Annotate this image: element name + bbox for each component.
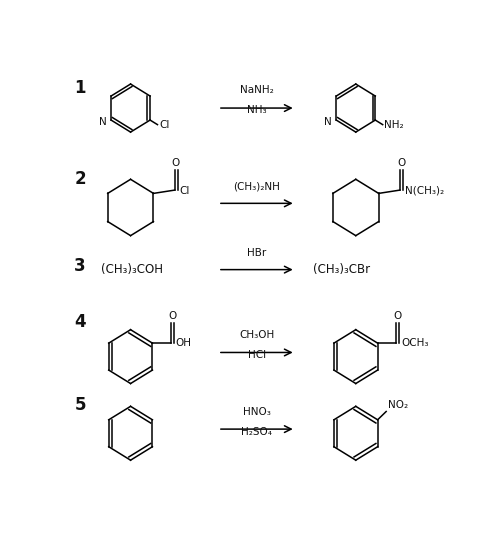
Text: HNO₃: HNO₃ (243, 407, 271, 417)
Text: CH₃OH: CH₃OH (239, 330, 275, 341)
Text: 4: 4 (74, 313, 86, 331)
Text: (CH₃)₃COH: (CH₃)₃COH (101, 263, 163, 276)
Text: NH₂: NH₂ (384, 119, 404, 130)
Text: O: O (168, 311, 176, 321)
Text: 2: 2 (74, 170, 86, 188)
Text: (CH₃)₂NH: (CH₃)₂NH (233, 181, 280, 192)
Text: N: N (99, 117, 106, 127)
Text: HCl: HCl (247, 350, 266, 360)
Text: N(CH₃)₂: N(CH₃)₂ (405, 186, 444, 196)
Text: (CH₃)₃CBr: (CH₃)₃CBr (313, 263, 370, 276)
Text: 1: 1 (74, 79, 86, 97)
Text: 5: 5 (74, 396, 86, 414)
Text: Cl: Cl (179, 186, 190, 196)
Text: HBr: HBr (247, 247, 267, 258)
Text: OCH₃: OCH₃ (401, 338, 428, 348)
Text: Cl: Cl (159, 119, 170, 130)
Text: O: O (172, 158, 180, 168)
Text: OH: OH (176, 338, 192, 348)
Text: O: O (393, 311, 402, 321)
Text: H₂SO₄: H₂SO₄ (241, 427, 272, 437)
Text: 3: 3 (74, 257, 86, 275)
Text: N: N (324, 117, 332, 127)
Text: NO₂: NO₂ (388, 400, 408, 410)
Text: NaNH₂: NaNH₂ (240, 85, 274, 95)
Text: O: O (397, 158, 405, 168)
Text: NH₃: NH₃ (247, 105, 267, 115)
